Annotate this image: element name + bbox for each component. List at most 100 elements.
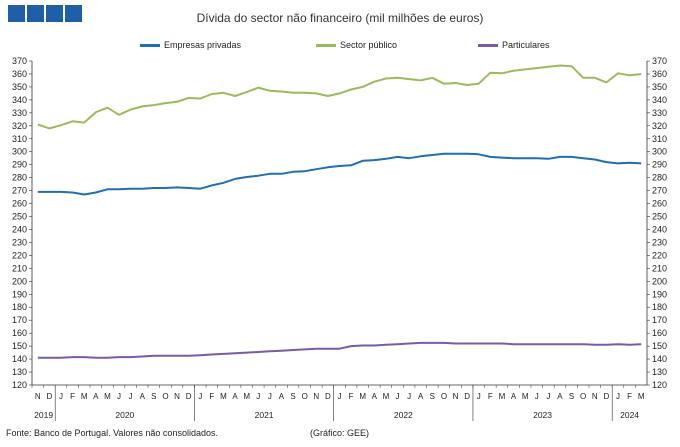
- y-tick-label-right: 220: [652, 250, 667, 260]
- x-month-label: J: [407, 392, 411, 401]
- y-tick-label-left: 150: [12, 341, 27, 351]
- y-tick-label-right: 160: [652, 328, 667, 338]
- y-tick-label-left: 160: [12, 328, 27, 338]
- y-tick-label-left: 230: [12, 237, 27, 247]
- x-month-label: D: [603, 392, 609, 401]
- y-tick-label-right: 340: [652, 95, 667, 105]
- y-tick-label-right: 250: [652, 212, 667, 222]
- x-month-label: F: [488, 392, 493, 401]
- y-tick-label-right: 130: [652, 367, 667, 377]
- y-tick-label-left: 140: [12, 354, 27, 364]
- brand-logo: [8, 5, 82, 22]
- y-tick-label-right: 370: [652, 56, 667, 66]
- source-note: Fonte: Banco de Portugal. Valores não co…: [6, 428, 218, 438]
- chart-credit: (Gráfico: GEE): [310, 428, 370, 438]
- y-tick-label-left: 200: [12, 276, 27, 286]
- y-tick-label-left: 300: [12, 147, 27, 157]
- chart-legend: Empresas privadas Sector público Particu…: [0, 40, 680, 54]
- y-tick-label-right: 290: [652, 160, 667, 170]
- x-month-label: S: [430, 392, 435, 401]
- legend-label-particulares: Particulares: [502, 40, 550, 50]
- x-month-label: M: [104, 392, 111, 401]
- x-month-label: J: [616, 392, 620, 401]
- legend-swatch-particulares: [478, 43, 498, 47]
- x-year-label: 2023: [533, 410, 552, 420]
- y-tick-label-left: 280: [12, 173, 27, 183]
- legend-swatch-empresas: [140, 43, 160, 47]
- x-month-label: N: [592, 392, 598, 401]
- y-tick-label-right: 330: [652, 108, 667, 118]
- x-month-label: M: [81, 392, 88, 401]
- x-month-label: F: [209, 392, 214, 401]
- x-month-label: A: [557, 392, 563, 401]
- x-year-label: 2022: [394, 410, 413, 420]
- y-tick-label-left: 240: [12, 224, 27, 234]
- x-month-label: N: [174, 392, 180, 401]
- y-tick-label-left: 250: [12, 212, 27, 222]
- y-tick-label-left: 210: [12, 263, 27, 273]
- x-month-label: J: [268, 392, 272, 401]
- y-tick-label-right: 180: [652, 302, 667, 312]
- y-tick-label-left: 360: [12, 69, 27, 79]
- x-month-label: D: [325, 392, 331, 401]
- y-tick-label-left: 180: [12, 302, 27, 312]
- x-year-label: 2020: [115, 410, 134, 420]
- legend-item-sector-publico: Sector público: [316, 40, 397, 50]
- x-month-label: A: [372, 392, 378, 401]
- x-month-label: O: [580, 392, 586, 401]
- x-month-label: O: [302, 392, 308, 401]
- y-tick-label-right: 360: [652, 69, 667, 79]
- y-tick-label-left: 310: [12, 134, 27, 144]
- series-line-empresas-privadas: [37, 152, 642, 196]
- y-tick-label-right: 210: [652, 263, 667, 273]
- x-month-label: M: [243, 392, 250, 401]
- y-tick-label-right: 190: [652, 289, 667, 299]
- y-tick-label-left: 370: [12, 56, 27, 66]
- x-month-label: A: [93, 392, 99, 401]
- x-month-label: F: [70, 392, 75, 401]
- x-month-label: D: [47, 392, 53, 401]
- x-month-label: J: [477, 392, 481, 401]
- y-tick-label-right: 320: [652, 121, 667, 131]
- series-line-particulares: [37, 341, 642, 359]
- x-month-label: S: [290, 392, 295, 401]
- y-tick-label-right: 200: [652, 276, 667, 286]
- x-month-label: D: [464, 392, 470, 401]
- x-year-label: 2024: [620, 410, 639, 420]
- legend-item-empresas: Empresas privadas: [140, 40, 241, 50]
- chart-title: Dívida do sector não financeiro (mil mil…: [196, 11, 484, 25]
- y-tick-label-right: 270: [652, 186, 667, 196]
- x-month-label: A: [140, 392, 146, 401]
- x-month-label: A: [279, 392, 285, 401]
- x-month-label: J: [198, 392, 202, 401]
- y-tick-label-right: 280: [652, 173, 667, 183]
- x-month-label: J: [535, 392, 539, 401]
- y-tick-label-right: 150: [652, 341, 667, 351]
- y-tick-label-left: 350: [12, 82, 27, 92]
- y-tick-label-right: 350: [652, 82, 667, 92]
- y-tick-label-left: 220: [12, 250, 27, 260]
- y-tick-label-right: 240: [652, 224, 667, 234]
- y-tick-label-right: 170: [652, 315, 667, 325]
- y-tick-label-left: 170: [12, 315, 27, 325]
- x-month-label: J: [396, 392, 400, 401]
- x-month-label: O: [441, 392, 447, 401]
- legend-swatch-sector-publico: [316, 43, 336, 47]
- x-month-label: M: [220, 392, 227, 401]
- x-month-label: J: [129, 392, 133, 401]
- x-year-label: 2021: [255, 410, 274, 420]
- x-month-label: M: [638, 392, 645, 401]
- y-tick-label-left: 330: [12, 108, 27, 118]
- y-tick-label-left: 190: [12, 289, 27, 299]
- x-month-label: J: [546, 392, 550, 401]
- y-tick-label-right: 260: [652, 199, 667, 209]
- y-tick-label-left: 120: [12, 380, 27, 390]
- x-month-label: M: [499, 392, 506, 401]
- legend-label-empresas: Empresas privadas: [164, 40, 242, 50]
- y-tick-label-left: 130: [12, 367, 27, 377]
- x-month-label: A: [511, 392, 517, 401]
- x-month-label: M: [383, 392, 390, 401]
- x-month-label: M: [522, 392, 529, 401]
- x-year-label: 2019: [34, 410, 53, 420]
